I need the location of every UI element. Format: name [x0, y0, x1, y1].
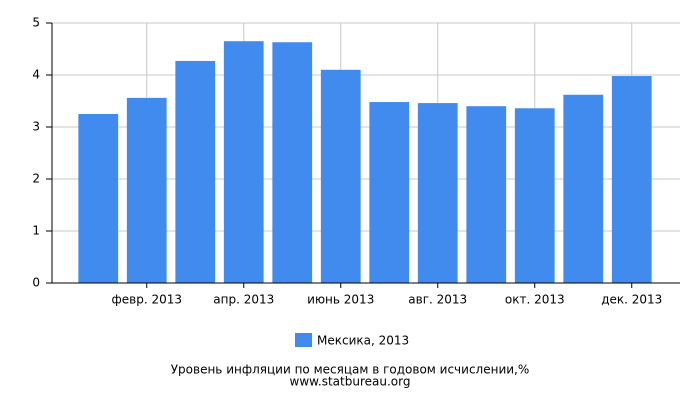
bar: [126, 97, 167, 283]
bar: [514, 108, 555, 283]
chart-title: Уровень инфляции по месяцам в годовом ис…: [171, 363, 530, 377]
bar: [175, 60, 216, 284]
y-tick-label: 3: [32, 120, 40, 134]
bar: [320, 69, 361, 283]
y-tick-label: 4: [32, 68, 40, 82]
x-tick-label: апр. 2013: [213, 293, 274, 307]
bar: [272, 42, 313, 283]
x-tick-label: июнь 2013: [307, 293, 374, 307]
y-tick-label: 2: [32, 172, 40, 186]
x-tick-label: февр. 2013: [112, 293, 183, 307]
bar: [78, 114, 119, 283]
x-tick-label: дек. 2013: [601, 293, 662, 307]
y-tick-label: 1: [32, 224, 40, 238]
bar: [417, 103, 458, 283]
source: www.statbureau.org: [290, 375, 411, 389]
legend-label: Мексика, 2013: [317, 334, 409, 348]
x-tick-label: авг. 2013: [408, 293, 467, 307]
y-tick-label: 0: [32, 276, 40, 290]
x-tick-label: окт. 2013: [505, 293, 565, 307]
bar: [223, 41, 264, 284]
bar: [563, 94, 604, 283]
bar: [611, 76, 652, 283]
bar: [369, 102, 410, 283]
y-tick-label: 5: [32, 16, 40, 30]
legend-swatch: [295, 333, 312, 347]
bar: [466, 106, 507, 283]
